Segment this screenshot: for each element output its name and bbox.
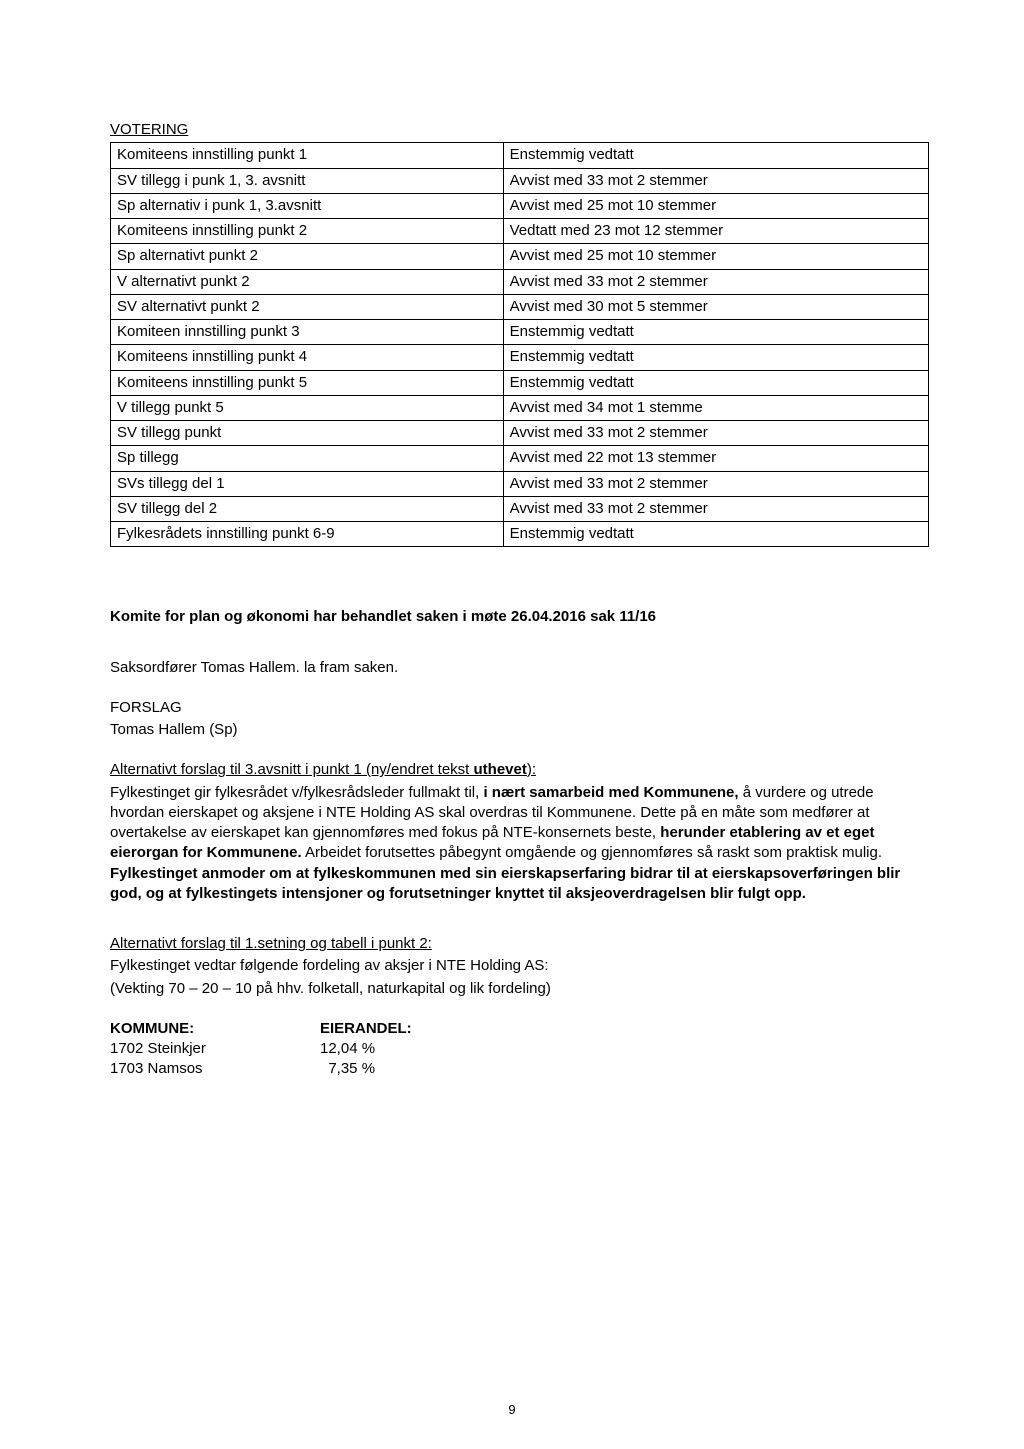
table-row: SV tillegg i punk 1, 3. avsnittAvvist me…	[111, 168, 929, 193]
vote-item: Sp tillegg	[111, 446, 504, 471]
vote-result: Vedtatt med 23 mot 12 stemmer	[503, 219, 928, 244]
vote-item: Komiteens innstilling punkt 4	[111, 345, 504, 370]
votering-heading: VOTERING	[110, 120, 929, 140]
vote-result: Avvist med 22 mot 13 stemmer	[503, 446, 928, 471]
vote-item: Sp alternativt punkt 2	[111, 244, 504, 269]
vote-result: Avvist med 33 mot 2 stemmer	[503, 421, 928, 446]
document-page: VOTERING Komiteens innstilling punkt 1En…	[0, 0, 1024, 1449]
vote-result: Avvist med 33 mot 2 stemmer	[503, 269, 928, 294]
vote-result: Avvist med 25 mot 10 stemmer	[503, 244, 928, 269]
votering-table: Komiteens innstilling punkt 1Enstemmig v…	[110, 142, 929, 547]
kommune-header-2: EIERANDEL:	[320, 1019, 520, 1039]
vote-item: SVs tillegg del 1	[111, 471, 504, 496]
vote-result: Enstemmig vedtatt	[503, 345, 928, 370]
vote-item: SV tillegg i punk 1, 3. avsnitt	[111, 168, 504, 193]
alt2-title: Alternativt forslag til 1.setning og tab…	[110, 934, 929, 954]
forslag-label: FORSLAG	[110, 698, 929, 718]
vote-result: Avvist med 30 mot 5 stemmer	[503, 294, 928, 319]
kommune-pct: 7,35 %	[320, 1059, 520, 1079]
vote-item: SV tillegg punkt	[111, 421, 504, 446]
table-row: Komiteens innstilling punkt 4Enstemmig v…	[111, 345, 929, 370]
kommune-name: 1702 Steinkjer	[110, 1039, 320, 1059]
vote-result: Enstemmig vedtatt	[503, 143, 928, 168]
table-row: Komiteens innstilling punkt 2Vedtatt med…	[111, 219, 929, 244]
vote-item: SV alternativt punkt 2	[111, 294, 504, 319]
alt2-line2: (Vekting 70 – 20 – 10 på hhv. folketall,…	[110, 979, 929, 999]
table-row: V alternativt punkt 2Avvist med 33 mot 2…	[111, 269, 929, 294]
table-row: SVs tillegg del 1Avvist med 33 mot 2 ste…	[111, 471, 929, 496]
vote-item: V alternativt punkt 2	[111, 269, 504, 294]
alt1-title-text: Alternativt forslag til 3.avsnitt i punk…	[110, 761, 536, 778]
table-row: Sp alternativt punkt 2Avvist med 25 mot …	[111, 244, 929, 269]
vote-result: Enstemmig vedtatt	[503, 320, 928, 345]
forslag-block: FORSLAG Tomas Hallem (Sp)	[110, 698, 929, 741]
forslag-author: Tomas Hallem (Sp)	[110, 720, 929, 740]
komite-heading: Komite for plan og økonomi har behandlet…	[110, 607, 929, 627]
table-row: SV tillegg punktAvvist med 33 mot 2 stem…	[111, 421, 929, 446]
vote-result: Avvist med 25 mot 10 stemmer	[503, 193, 928, 218]
table-row: Sp alternativ i punk 1, 3.avsnittAvvist …	[111, 193, 929, 218]
vote-item: SV tillegg del 2	[111, 496, 504, 521]
vote-item: Komiteens innstilling punkt 5	[111, 370, 504, 395]
saksordforer-line: Saksordfører Tomas Hallem. la fram saken…	[110, 658, 929, 678]
alt2-block: Alternativt forslag til 1.setning og tab…	[110, 934, 929, 999]
vote-item: V tillegg punkt 5	[111, 395, 504, 420]
page-number: 9	[0, 1401, 1024, 1419]
kommune-name: 1703 Namsos	[110, 1059, 320, 1079]
vote-item: Komiteen innstilling punkt 3	[111, 320, 504, 345]
alt1-title: Alternativt forslag til 3.avsnitt i punk…	[110, 760, 929, 780]
kommune-header-1: KOMMUNE:	[110, 1019, 320, 1039]
table-row: Komiteens innstilling punkt 1Enstemmig v…	[111, 143, 929, 168]
vote-item: Fylkesrådets innstilling punkt 6-9	[111, 522, 504, 547]
table-row: V tillegg punkt 5Avvist med 34 mot 1 ste…	[111, 395, 929, 420]
alt2-line1: Fylkestinget vedtar følgende fordeling a…	[110, 956, 929, 976]
vote-item: Komiteens innstilling punkt 2	[111, 219, 504, 244]
vote-result: Avvist med 33 mot 2 stemmer	[503, 168, 928, 193]
kommune-row: 1703 Namsos 7,35 %	[110, 1059, 929, 1079]
vote-item: Komiteens innstilling punkt 1	[111, 143, 504, 168]
table-row: SV tillegg del 2Avvist med 33 mot 2 stem…	[111, 496, 929, 521]
table-row: Fylkesrådets innstilling punkt 6-9Enstem…	[111, 522, 929, 547]
table-row: Sp tilleggAvvist med 22 mot 13 stemmer	[111, 446, 929, 471]
table-row: Komiteens innstilling punkt 5Enstemmig v…	[111, 370, 929, 395]
kommune-pct: 12,04 %	[320, 1039, 520, 1059]
kommune-table: KOMMUNE: EIERANDEL: 1702 Steinkjer12,04 …	[110, 1019, 929, 1080]
vote-result: Avvist med 34 mot 1 stemme	[503, 395, 928, 420]
vote-result: Avvist med 33 mot 2 stemmer	[503, 496, 928, 521]
table-row: Komiteen innstilling punkt 3Enstemmig ve…	[111, 320, 929, 345]
alt1-body: Fylkestinget gir fylkesrådet v/fylkesråd…	[110, 783, 929, 905]
vote-result: Enstemmig vedtatt	[503, 522, 928, 547]
vote-item: Sp alternativ i punk 1, 3.avsnitt	[111, 193, 504, 218]
kommune-row: 1702 Steinkjer12,04 %	[110, 1039, 929, 1059]
vote-result: Avvist med 33 mot 2 stemmer	[503, 471, 928, 496]
table-row: SV alternativt punkt 2Avvist med 30 mot …	[111, 294, 929, 319]
vote-result: Enstemmig vedtatt	[503, 370, 928, 395]
alt1-block: Alternativt forslag til 3.avsnitt i punk…	[110, 760, 929, 904]
